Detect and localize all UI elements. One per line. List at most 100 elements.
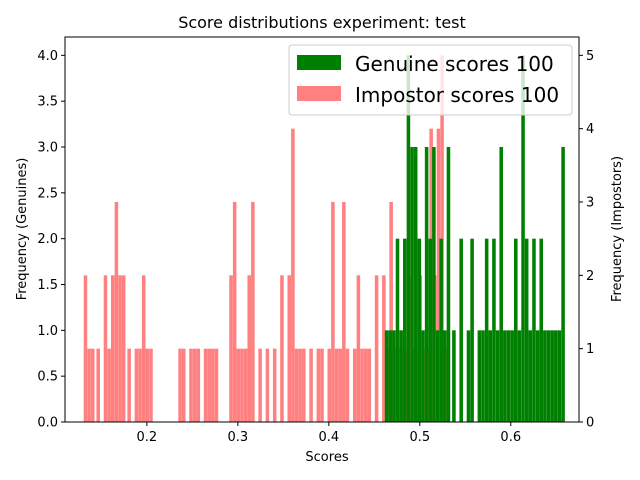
impostor-bar (138, 348, 142, 422)
genuine-bar (503, 330, 507, 422)
x-axis-label: Scores (305, 450, 348, 465)
genuine-bar (413, 147, 418, 422)
x-tick-label: 0.5 (409, 430, 430, 445)
impostor-bar (287, 275, 292, 422)
impostor-bar (145, 348, 150, 422)
impostor-bar (196, 348, 201, 422)
genuine-bar (510, 330, 514, 422)
legend-box (288, 44, 573, 116)
impostor-bar (110, 275, 115, 422)
y-right-tick-label: 3 (586, 196, 594, 211)
impostor-bar (258, 348, 262, 422)
impostor-bar (374, 275, 379, 422)
impostor-bar (294, 348, 299, 422)
legend-label-genuine: Genuine scores 100 (355, 52, 554, 76)
genuine-bar (452, 330, 456, 422)
genuine-bar (406, 55, 411, 422)
chart-title: Score distributions experiment: test (178, 13, 466, 32)
legend-label-impostor: Impostor scores 100 (355, 83, 559, 107)
impostor-bar (141, 275, 146, 422)
impostor-bar (363, 348, 368, 422)
y-right-tick-label: 4 (586, 122, 594, 137)
genuine-bar (561, 147, 565, 422)
y-left-tick-label: 3.0 (37, 141, 58, 156)
impostor-bar (342, 202, 346, 422)
impostor-bar (118, 275, 122, 422)
genuine-bar (492, 238, 496, 422)
genuine-bar (535, 330, 540, 422)
impostor-bar (214, 348, 219, 422)
impostor-bar (243, 348, 248, 422)
genuine-bar (443, 330, 447, 422)
genuine-bar (532, 238, 536, 422)
y-left-tick-label: 0.5 (37, 370, 58, 385)
impostor-bar (127, 348, 131, 422)
impostor-bar (203, 348, 208, 422)
impostor-bar (121, 275, 126, 422)
genuine-bar (392, 330, 396, 422)
impostor-bar (251, 202, 255, 422)
genuine-bar (432, 147, 436, 422)
genuine-bar (399, 330, 403, 422)
impostor-bar (360, 348, 364, 422)
impostor-bar (229, 275, 233, 422)
impostor-bar (236, 348, 241, 422)
impostor-bar (265, 348, 270, 422)
genuine-bar (421, 330, 425, 422)
impostor-bar (327, 348, 332, 422)
x-tick-label: 0.3 (228, 430, 249, 445)
x-axis-ticks: 0.2 0.3 0.4 0.5 0.6 (137, 422, 521, 445)
impostor-bar (192, 348, 197, 422)
genuine-bar (459, 238, 463, 422)
genuine-bar (524, 238, 529, 422)
impostor-bar (96, 348, 100, 422)
impostor-bar (345, 348, 350, 422)
impostor-bar (389, 202, 393, 422)
genuine-bar (435, 330, 440, 422)
y-left-tick-label: 4.0 (37, 49, 58, 64)
genuine-bar (417, 238, 422, 422)
impostor-bar (272, 348, 277, 422)
impostor-bar (90, 348, 95, 422)
genuine-bar (424, 147, 429, 422)
genuine-bar (388, 330, 393, 422)
impostor-bar (367, 348, 372, 422)
impostor-bars (83, 55, 448, 423)
legend-swatch-impostor (297, 86, 341, 101)
impostor-bar (352, 348, 357, 422)
genuine-bar (546, 330, 551, 422)
genuine-bar (528, 330, 533, 422)
impostor-bar (232, 202, 237, 422)
y-right-tick-label: 2 (586, 269, 594, 284)
genuine-bar (466, 330, 471, 422)
impostor-bar (280, 275, 284, 422)
genuine-bar (521, 55, 525, 422)
impostor-bar (291, 128, 295, 423)
y-right-tick-label: 1 (586, 342, 594, 357)
impostor-bar (356, 275, 361, 422)
genuine-bar (481, 330, 485, 422)
impostor-bar (189, 348, 193, 422)
genuine-bar (506, 330, 511, 422)
impostor-bar (338, 348, 342, 422)
plot-frame (64, 36, 580, 423)
legend-swatch-genuine (297, 55, 341, 70)
impostor-bar (331, 202, 335, 422)
x-tick-label: 0.4 (318, 430, 339, 445)
y-left-tick-label: 0.0 (37, 416, 58, 431)
impostor-bar (440, 55, 444, 422)
genuine-bar (428, 238, 433, 422)
impostor-bar (436, 128, 441, 423)
legend: Genuine scores 100 Impostor scores 100 (288, 44, 573, 116)
impostor-bar (320, 348, 324, 422)
genuine-bar (470, 238, 474, 422)
genuine-bar (495, 330, 500, 422)
genuine-bar (484, 238, 489, 422)
y-left-tick-label: 2.5 (37, 186, 58, 201)
impostor-bar (211, 348, 215, 422)
genuine-bar (446, 147, 451, 422)
genuine-bar (477, 330, 482, 422)
x-tick-label: 0.6 (500, 430, 521, 445)
impostor-bar (103, 275, 108, 422)
